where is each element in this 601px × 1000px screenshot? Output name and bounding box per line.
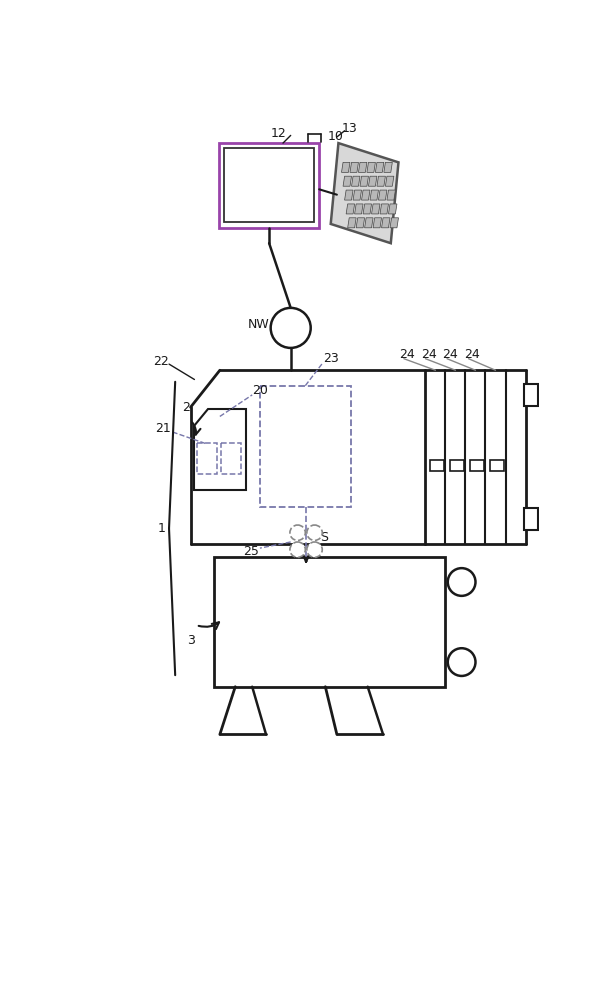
Polygon shape — [346, 204, 355, 214]
Text: 23: 23 — [323, 352, 338, 365]
Circle shape — [307, 542, 322, 557]
Bar — [490, 460, 504, 471]
Polygon shape — [373, 218, 382, 228]
Text: 24: 24 — [399, 348, 415, 361]
Polygon shape — [355, 204, 363, 214]
Polygon shape — [384, 162, 392, 172]
Text: 3: 3 — [187, 634, 195, 647]
Bar — [197, 443, 217, 474]
Text: 22: 22 — [153, 355, 169, 368]
Circle shape — [448, 568, 475, 596]
Polygon shape — [358, 162, 367, 172]
Bar — [430, 460, 444, 471]
Text: 21: 21 — [155, 422, 171, 435]
Text: NW: NW — [248, 318, 269, 331]
Polygon shape — [350, 162, 358, 172]
Text: S: S — [320, 531, 329, 544]
Polygon shape — [331, 143, 398, 243]
Polygon shape — [385, 176, 394, 186]
Circle shape — [270, 308, 311, 348]
Polygon shape — [387, 190, 395, 200]
Polygon shape — [376, 162, 384, 172]
Text: 10: 10 — [328, 130, 344, 143]
Circle shape — [307, 525, 322, 540]
Circle shape — [290, 542, 305, 557]
Polygon shape — [341, 162, 350, 172]
Polygon shape — [347, 218, 356, 228]
Polygon shape — [367, 162, 376, 172]
Bar — [524, 508, 538, 530]
Bar — [260, 386, 351, 507]
Text: 2: 2 — [182, 401, 190, 414]
Bar — [214, 557, 445, 687]
Bar — [221, 443, 240, 474]
Polygon shape — [353, 190, 362, 200]
Text: 13: 13 — [342, 122, 358, 135]
Circle shape — [290, 525, 305, 540]
Text: 20: 20 — [252, 384, 268, 397]
Bar — [524, 384, 538, 406]
Polygon shape — [382, 218, 390, 228]
Polygon shape — [194, 409, 246, 490]
Polygon shape — [380, 204, 388, 214]
Text: 25: 25 — [243, 545, 258, 558]
Polygon shape — [343, 176, 352, 186]
Polygon shape — [377, 176, 385, 186]
Polygon shape — [370, 190, 379, 200]
Text: 24: 24 — [421, 348, 436, 361]
Polygon shape — [362, 190, 370, 200]
Bar — [224, 148, 314, 222]
Polygon shape — [356, 218, 365, 228]
Polygon shape — [365, 218, 373, 228]
Text: 24: 24 — [464, 348, 480, 361]
Circle shape — [448, 648, 475, 676]
Polygon shape — [344, 190, 353, 200]
Polygon shape — [352, 176, 360, 186]
Bar — [450, 460, 464, 471]
Polygon shape — [360, 176, 368, 186]
Bar — [470, 460, 484, 471]
Polygon shape — [388, 204, 397, 214]
Polygon shape — [379, 190, 387, 200]
Text: 12: 12 — [270, 127, 286, 140]
Polygon shape — [371, 204, 380, 214]
Text: 24: 24 — [442, 348, 458, 361]
Polygon shape — [390, 218, 398, 228]
Polygon shape — [368, 176, 377, 186]
Text: 1: 1 — [157, 522, 165, 535]
Bar — [219, 143, 319, 228]
Polygon shape — [363, 204, 371, 214]
